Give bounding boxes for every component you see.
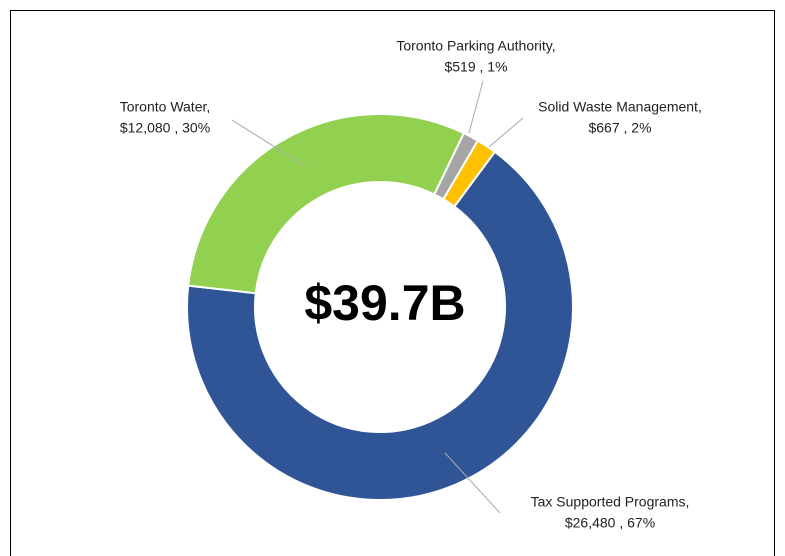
donut-slice xyxy=(186,150,574,501)
slice-label-name: Toronto Parking Authority, xyxy=(396,38,555,54)
slice-label-value: $12,080 , 30% xyxy=(120,120,210,136)
slice-label-value: $667 , 2% xyxy=(588,120,651,136)
leader-line xyxy=(468,80,484,134)
slice-label-name: Solid Waste Management, xyxy=(538,99,702,115)
slice-label-value: $519 , 1% xyxy=(444,59,507,75)
slice-label-name: Tax Supported Programs, xyxy=(531,494,690,510)
slice-label-value: $26,480 , 67% xyxy=(565,515,655,531)
leader-line xyxy=(488,117,524,148)
leader-line xyxy=(231,119,306,167)
donut-slice xyxy=(441,139,497,208)
leader-line xyxy=(444,452,501,514)
donut-slice xyxy=(187,113,466,295)
slice-label-name: Toronto Water, xyxy=(120,99,211,115)
center-label: $39.7B xyxy=(304,275,465,331)
